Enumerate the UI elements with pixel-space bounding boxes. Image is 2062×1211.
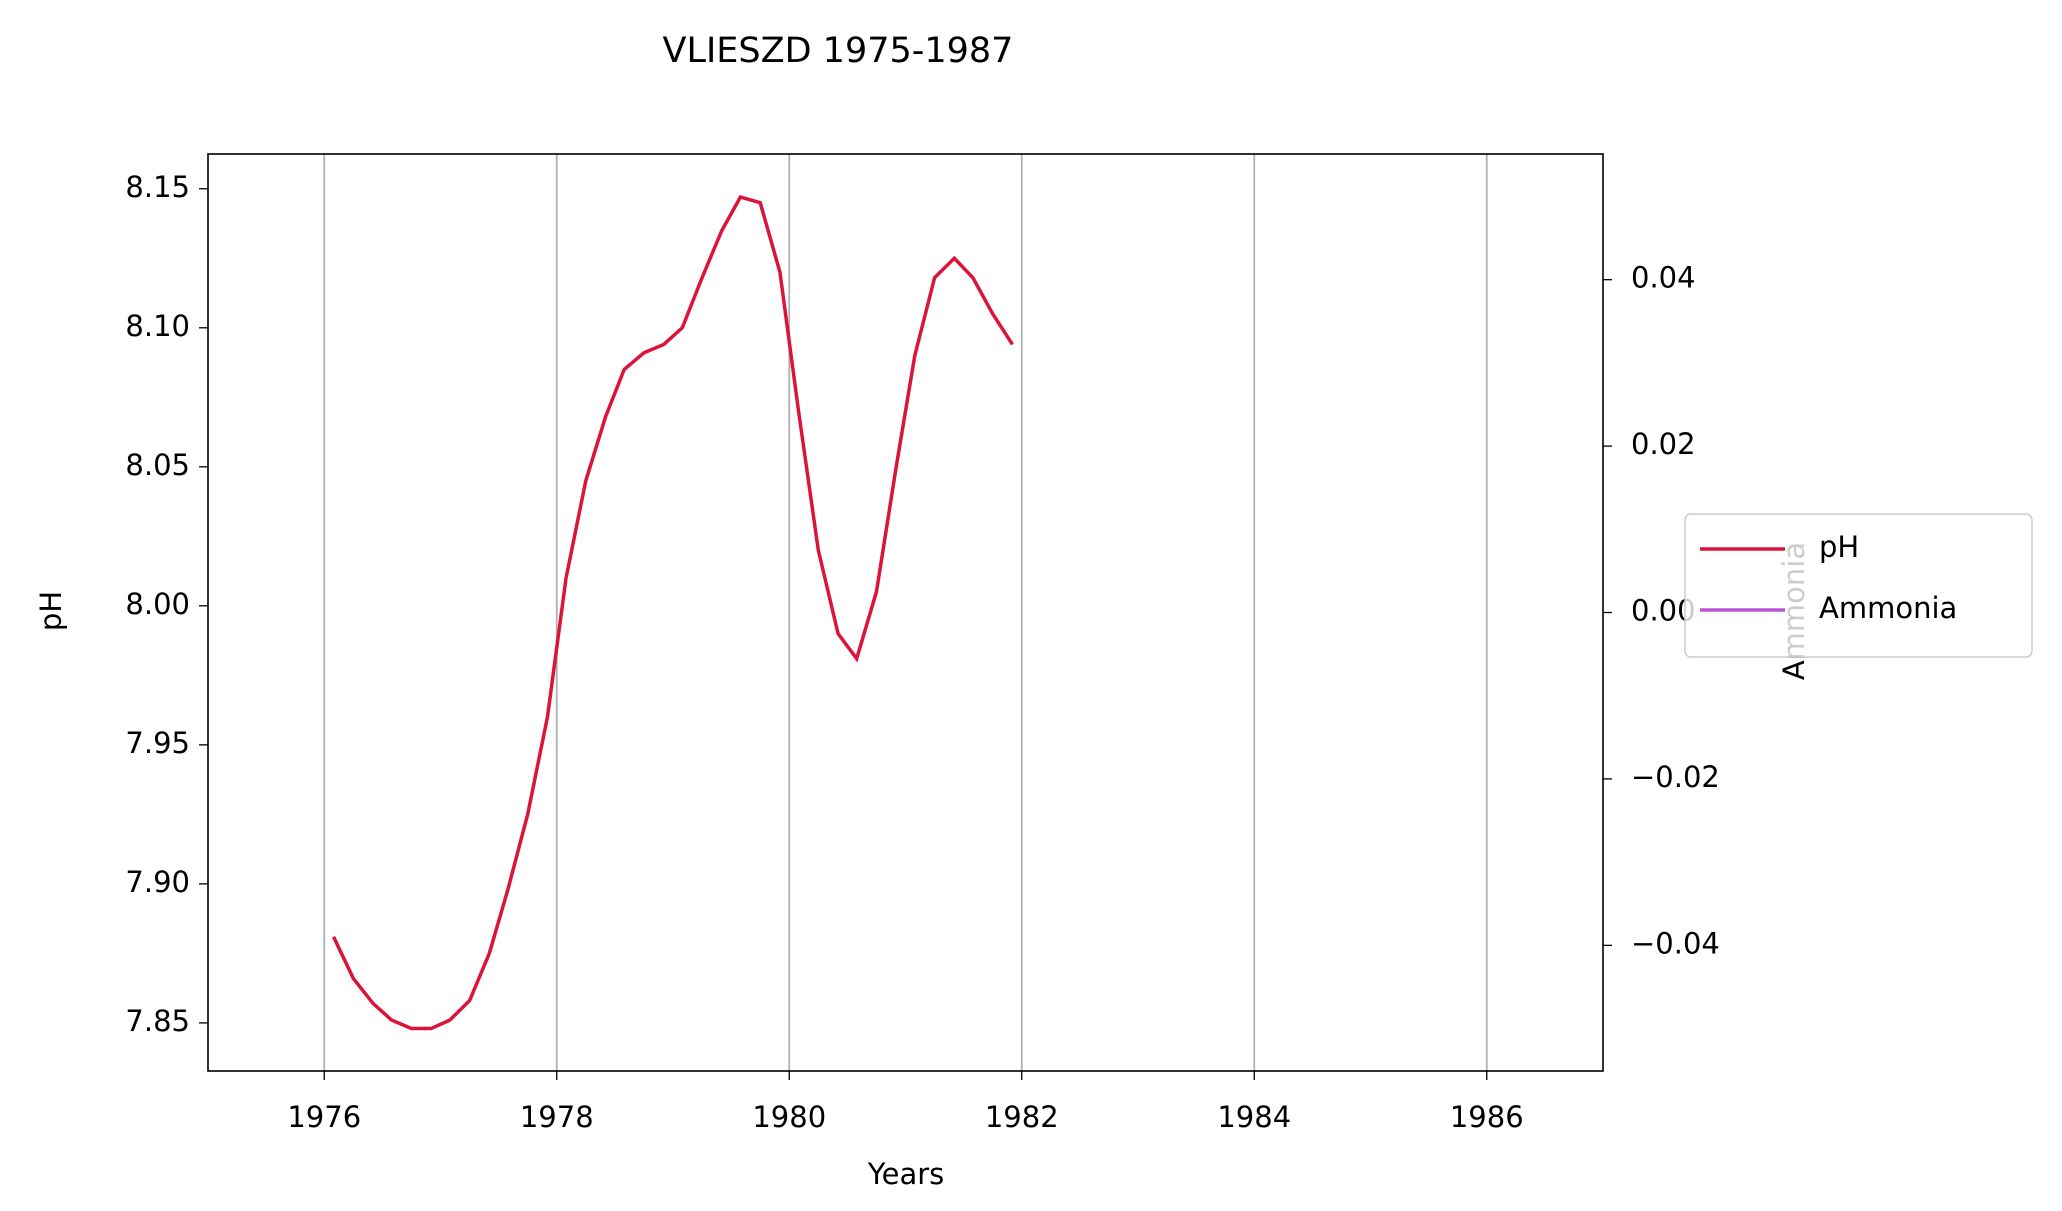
x-tick-label: 1976 xyxy=(287,1100,361,1134)
x-tick-label: 1986 xyxy=(1450,1100,1524,1134)
y-tick-label: 7.85 xyxy=(125,1004,190,1038)
y2-tick-label: −0.04 xyxy=(1631,926,1720,960)
y-tick-label: 7.90 xyxy=(125,865,190,899)
x-tick-label: 1984 xyxy=(1217,1100,1291,1134)
legend-label: Ammonia xyxy=(1819,591,1957,625)
legend-label: pH xyxy=(1819,530,1859,564)
y2-tick-label: 0.02 xyxy=(1631,427,1696,461)
chart-title: VLIESZD 1975-1987 xyxy=(663,31,1014,71)
y2-tick-label: −0.02 xyxy=(1631,760,1720,794)
plot-frame xyxy=(207,153,1604,1072)
y-axis-label: pH xyxy=(34,591,68,631)
y-tick-label: 8.10 xyxy=(125,309,190,343)
series-line xyxy=(331,195,1014,1031)
y-tick-label: 8.05 xyxy=(125,448,190,482)
y-tick-label: 7.95 xyxy=(125,726,190,760)
x-axis-label: Years xyxy=(867,1157,945,1191)
x-tick-label: 1978 xyxy=(520,1100,594,1134)
x-tick-label: 1980 xyxy=(752,1100,826,1134)
y2-tick-label: 0.04 xyxy=(1631,261,1696,295)
y-tick-label: 8.00 xyxy=(125,587,190,621)
y-tick-label: 8.15 xyxy=(125,170,190,204)
legend: pH Ammonia xyxy=(1684,513,2033,658)
x-tick-label: 1982 xyxy=(985,1100,1059,1134)
